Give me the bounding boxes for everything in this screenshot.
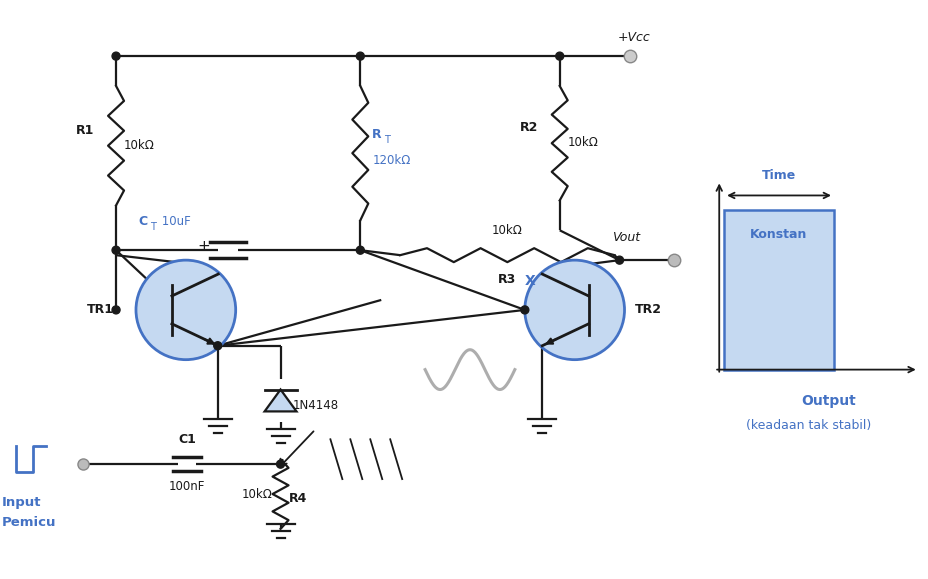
Text: 10kΩ: 10kΩ <box>241 488 272 500</box>
Circle shape <box>615 256 623 264</box>
Circle shape <box>213 342 222 350</box>
Text: 10kΩ: 10kΩ <box>567 136 598 149</box>
Text: 1N4148: 1N4148 <box>292 399 339 412</box>
Circle shape <box>112 306 120 314</box>
Text: R: R <box>372 128 381 141</box>
Text: C: C <box>138 215 147 228</box>
Circle shape <box>112 52 120 60</box>
Circle shape <box>524 260 624 360</box>
Circle shape <box>135 260 236 360</box>
Circle shape <box>521 306 528 314</box>
Text: Output: Output <box>801 394 856 409</box>
Text: TR1: TR1 <box>87 303 114 316</box>
Bar <box>724 210 833 369</box>
Circle shape <box>356 246 364 254</box>
Text: 10kΩ: 10kΩ <box>491 224 522 237</box>
Text: Vout: Vout <box>611 231 639 244</box>
Text: T: T <box>384 135 390 145</box>
Text: +Vcc: +Vcc <box>617 31 651 44</box>
Text: 10kΩ: 10kΩ <box>123 139 155 152</box>
Text: (keadaan tak stabil): (keadaan tak stabil) <box>745 419 870 433</box>
Circle shape <box>356 52 364 60</box>
Circle shape <box>555 52 563 60</box>
Circle shape <box>112 246 120 254</box>
Text: R1: R1 <box>76 124 94 137</box>
Polygon shape <box>264 390 296 412</box>
Text: R3: R3 <box>497 273 515 286</box>
Text: Time: Time <box>761 168 795 182</box>
Text: R4: R4 <box>289 493 306 505</box>
Text: C1: C1 <box>177 433 196 446</box>
Text: Konstan: Konstan <box>750 228 806 241</box>
Text: T: T <box>149 222 156 232</box>
Text: 100nF: 100nF <box>169 480 205 493</box>
Text: Input: Input <box>1 496 41 509</box>
Text: TR2: TR2 <box>634 303 661 316</box>
Circle shape <box>277 460 284 468</box>
Text: R2: R2 <box>519 121 537 134</box>
Text: 10uF: 10uF <box>158 215 190 228</box>
Text: X: X <box>524 274 535 288</box>
Text: +: + <box>197 239 210 254</box>
Text: Pemicu: Pemicu <box>1 516 56 529</box>
Text: 120kΩ: 120kΩ <box>372 154 410 167</box>
